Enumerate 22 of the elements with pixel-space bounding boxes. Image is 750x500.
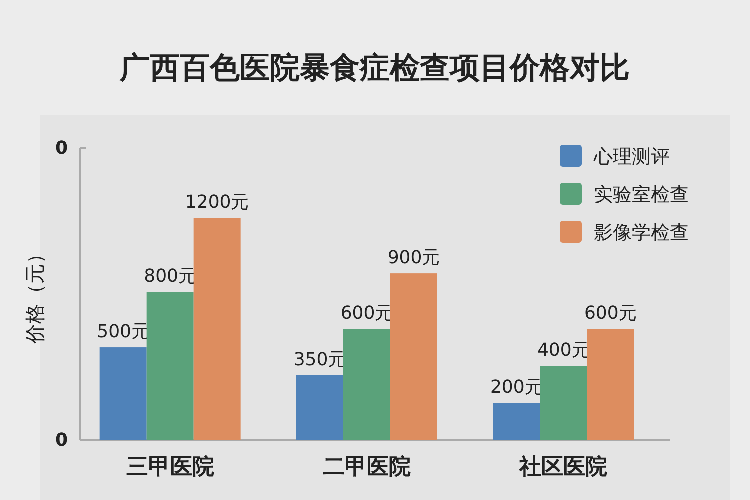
x-tick-label: 三甲医院 [126, 455, 214, 480]
text: 0 [55, 430, 68, 451]
bar [390, 274, 438, 440]
text: 0 [55, 138, 68, 159]
bar [493, 403, 540, 440]
bar [344, 329, 390, 440]
data-label: 900元 [388, 248, 440, 269]
bar [146, 292, 194, 440]
data-label: 1200元 [185, 192, 250, 214]
bar [296, 375, 344, 440]
bar [100, 348, 147, 440]
bar [587, 329, 634, 440]
data-label: 600元 [584, 303, 637, 324]
y-axis-title: 价格（元） [23, 244, 47, 345]
bar [540, 366, 588, 440]
bar [194, 218, 241, 440]
x-tick-label: 社区医院 [518, 455, 608, 480]
legend-label: 实验室检查 [594, 184, 689, 206]
legend-label: 影像学检查 [594, 222, 689, 244]
x-tick-label: 二甲医院 [323, 455, 411, 480]
legend-label: 心理测评 [593, 146, 670, 168]
chart-title: 广西百色医院暴食症检查项目价格对比 [119, 51, 630, 86]
